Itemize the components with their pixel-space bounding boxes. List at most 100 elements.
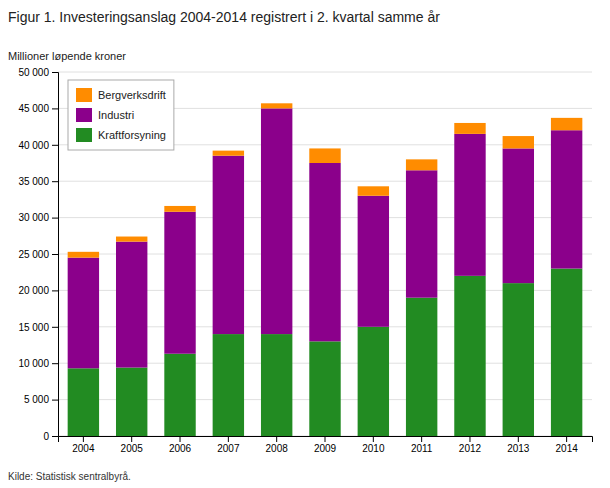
- legend-box: [68, 80, 174, 150]
- tick-mark: [131, 436, 132, 442]
- tick-label: 10 000: [18, 358, 49, 369]
- bar-segment: [406, 170, 437, 297]
- grid: [58, 72, 592, 436]
- tick-label: 2008: [266, 443, 289, 454]
- legend-swatch: [76, 108, 92, 122]
- legend-item: Bergverksdrift: [76, 88, 166, 102]
- tick-label: 2009: [314, 443, 337, 454]
- tick: 45 000: [18, 103, 58, 114]
- legend-swatch: [76, 88, 92, 102]
- bar-segment: [68, 258, 99, 369]
- tick-label: 20 000: [18, 285, 49, 296]
- tick-mark: [180, 436, 181, 442]
- bar-segment: [68, 252, 99, 258]
- bar-segment: [358, 327, 389, 436]
- tick: 15 000: [18, 322, 58, 333]
- bar-segment: [454, 123, 485, 134]
- tick-label: 25 000: [18, 249, 49, 260]
- tick-mark: [421, 436, 422, 442]
- bar-segment: [309, 148, 340, 163]
- tick-label: 2011: [411, 443, 433, 454]
- tick-mark: [52, 400, 58, 401]
- tick: 2006: [169, 436, 192, 454]
- tick: 2010: [362, 436, 385, 454]
- tick-mark: [52, 145, 58, 146]
- tick-label: 0: [43, 431, 49, 442]
- tick: 10 000: [18, 358, 58, 369]
- tick-label: 2014: [556, 443, 579, 454]
- bar-segment: [503, 136, 534, 148]
- tick: 25 000: [18, 249, 58, 260]
- tick-mark: [228, 436, 229, 442]
- plot-area: Millioner løpende kroner 0 5 000 10 000 15 0…: [8, 50, 593, 454]
- tick: 2009: [314, 436, 337, 454]
- bar-segment: [551, 269, 582, 436]
- grid-line: [58, 72, 592, 73]
- tick-mark: [52, 72, 58, 73]
- tick-mark: [52, 108, 58, 109]
- tick-mark: [52, 218, 58, 219]
- tick-mark: [518, 436, 519, 442]
- tick-label: 35 000: [18, 176, 49, 187]
- y-axis-label: Millioner løpende kroner: [8, 50, 126, 62]
- legend: BergverksdriftIndustriKraftforsyning: [68, 80, 174, 150]
- bar-segment: [261, 103, 292, 108]
- tick-mark: [52, 363, 58, 364]
- tick-label: 2010: [362, 443, 385, 454]
- tick-mark: [276, 436, 277, 442]
- tick-label: 2013: [507, 443, 530, 454]
- bar-segment: [551, 130, 582, 268]
- axis-line: [52, 73, 59, 437]
- bar-segment: [309, 341, 340, 436]
- bar-segment: [261, 108, 292, 334]
- bar-segment: [116, 237, 147, 242]
- tick: 0: [43, 431, 58, 442]
- bar-segment: [454, 134, 485, 276]
- tick-mark: [469, 436, 470, 442]
- bar-segment: [116, 368, 147, 436]
- bar-segment: [406, 298, 437, 436]
- tick: 2008: [266, 436, 289, 454]
- source-note: Kilde: Statistisk sentralbyrå.: [8, 471, 131, 482]
- tick-mark: [52, 181, 58, 182]
- tick-label: 5 000: [24, 394, 49, 405]
- tick: 2011: [411, 436, 433, 454]
- bar-segment: [68, 368, 99, 436]
- legend-label: Kraftforsyning: [98, 129, 166, 141]
- tick: 30 000: [18, 212, 58, 223]
- tick-mark: [373, 436, 374, 442]
- tick-label: 30 000: [18, 212, 49, 223]
- tick-label: 2012: [459, 443, 482, 454]
- tick: 2012: [459, 436, 482, 454]
- bar-segment: [503, 148, 534, 283]
- tick: 2013: [507, 436, 530, 454]
- chart-container: Figur 1. Investeringsanslag 2004-2014 re…: [0, 0, 610, 488]
- tick-mark: [566, 436, 567, 442]
- chart-title: Figur 1. Investeringsanslag 2004-2014 re…: [8, 9, 440, 25]
- tick: 40 000: [18, 140, 58, 151]
- bar-segment: [358, 186, 389, 195]
- bar-segment: [116, 242, 147, 368]
- legend-swatch: [76, 128, 92, 142]
- tick: 2004: [72, 436, 95, 454]
- bar-segment: [454, 276, 485, 436]
- tick-mark: [83, 436, 84, 442]
- tick-label: 2006: [169, 443, 192, 454]
- chart-svg: Figur 1. Investeringsanslag 2004-2014 re…: [0, 0, 610, 488]
- legend-item: Kraftforsyning: [76, 128, 166, 142]
- bar-segment: [164, 212, 195, 354]
- bar-segment: [309, 163, 340, 341]
- tick: 50 000: [18, 67, 58, 78]
- bar-segment: [213, 151, 244, 156]
- bar-segment: [213, 334, 244, 436]
- bar-segment: [503, 283, 534, 436]
- bar-segment: [164, 354, 195, 436]
- tick: 35 000: [18, 176, 58, 187]
- x-axis: 2004200520062007200820092010201120122013…: [59, 436, 593, 454]
- tick-mark: [52, 327, 58, 328]
- tick-mark: [325, 436, 326, 442]
- tick: 2005: [121, 436, 144, 454]
- tick-mark: [52, 254, 58, 255]
- bar-segment: [213, 156, 244, 334]
- tick: 5 000: [24, 394, 58, 405]
